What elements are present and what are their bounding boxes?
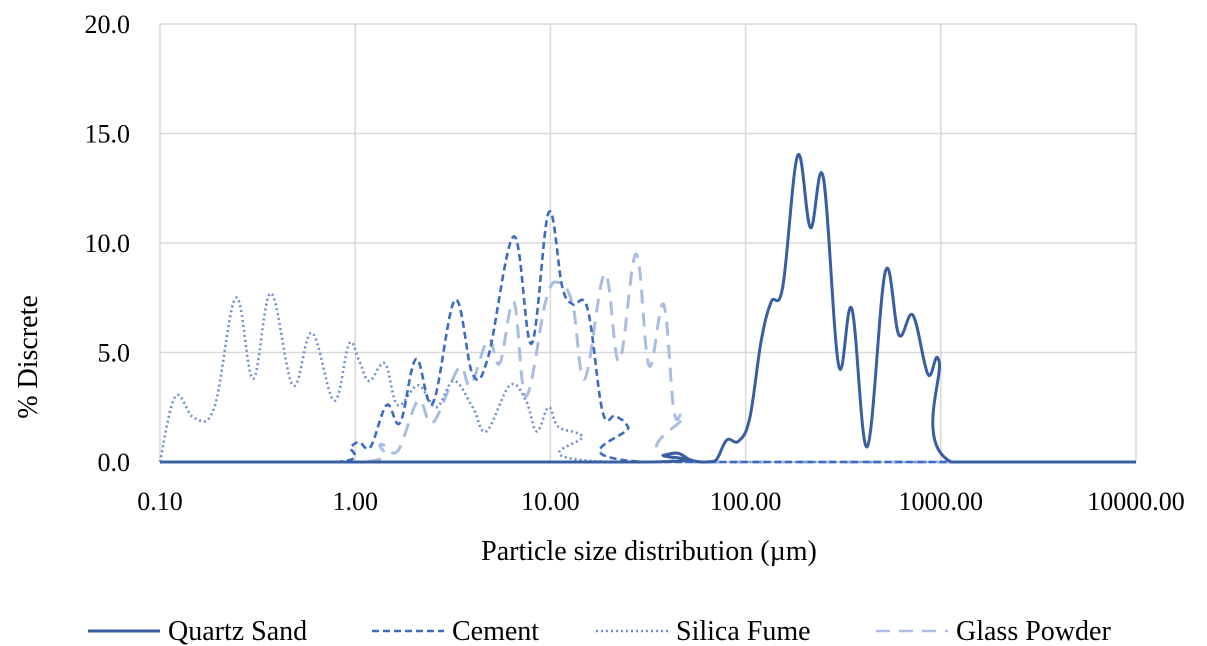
legend-label: Quartz Sand — [168, 616, 307, 646]
series-line-quartz-sand — [160, 153, 1136, 464]
y-tick-label: 10.0 — [85, 229, 131, 258]
series-lines — [158, 153, 1136, 464]
y-tick-label: 0.0 — [98, 448, 131, 477]
grid-lines — [159, 23, 1137, 463]
x-tick-label: 1.00 — [332, 487, 378, 516]
legend-label: Cement — [452, 616, 539, 646]
x-axis-title: Particle size distribution (µm) — [481, 536, 817, 567]
series-line-glass-powder — [160, 252, 1136, 464]
y-tick-labels: 0.0 5.0 10.0 15.0 20.0 — [85, 10, 131, 477]
x-tick-label: 0.10 — [137, 487, 183, 516]
y-tick-label: 5.0 — [98, 339, 131, 368]
legend-label: Silica Fume — [676, 616, 811, 646]
legend: Quartz Sand Cement Silica Fume Glass Powder — [88, 616, 1111, 646]
x-tick-label: 10000.00 — [1087, 487, 1185, 516]
series-line-cement — [160, 210, 1136, 464]
x-tick-labels: 0.10 1.00 10.00 100.00 1000.00 10000.00 — [137, 487, 1185, 516]
y-axis-title: % Discrete — [13, 295, 44, 419]
x-tick-label: 10.00 — [521, 487, 580, 516]
legend-label: Glass Powder — [956, 616, 1111, 646]
y-tick-label: 20.0 — [85, 10, 131, 39]
x-tick-label: 1000.00 — [899, 487, 984, 516]
x-tick-label: 100.00 — [710, 487, 782, 516]
series-line-silica-fume — [158, 292, 1136, 464]
y-tick-label: 15.0 — [85, 120, 131, 149]
